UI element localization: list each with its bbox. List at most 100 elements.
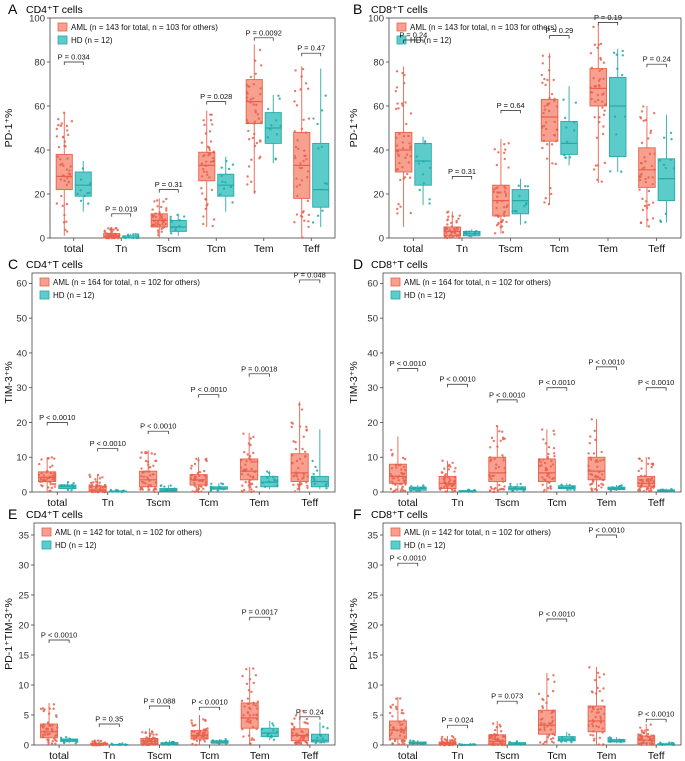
data-point [496,186,499,189]
data-point [589,458,593,461]
data-point [252,435,255,439]
data-point [671,490,674,493]
data-point [53,477,56,481]
data-point [659,219,662,222]
data-point [290,722,294,725]
pvalue-label: P = 0.24 [399,31,427,40]
data-point [304,154,307,158]
box-hd-tn [108,488,127,494]
data-point [254,72,257,75]
data-point [48,707,51,710]
data-point [587,724,590,727]
data-point [195,486,198,489]
data-point [300,127,304,131]
data-point [62,164,65,167]
data-point [41,484,44,488]
data-point [211,741,215,744]
data-point [496,445,499,448]
data-point [561,739,564,743]
data-point [290,425,293,429]
data-point [245,720,248,723]
data-point [399,205,402,208]
data-point [543,722,546,725]
data-point [302,435,305,438]
data-point [463,743,466,747]
data-point [253,460,256,464]
data-point [602,125,605,128]
data-point [87,191,91,195]
legend-label-hd: HD (n = 12) [404,291,446,300]
data-point [144,482,147,485]
data-point [622,738,625,742]
data-point [541,717,544,720]
legend-label-aml: AML (n = 143 for total, n = 103 for othe… [410,23,557,32]
data-point [298,739,301,742]
data-point [544,197,548,200]
data-point [468,743,471,747]
data-point [503,151,506,155]
data-point [488,456,492,459]
data-point [204,719,207,723]
box-body [609,76,627,158]
data-point [395,144,399,147]
data-point [142,475,146,478]
data-point [594,100,597,103]
data-point [250,690,253,694]
panel-title: CD8⁺T cells [371,259,428,271]
x-tick-label: Tn [102,497,114,509]
data-point [522,489,525,493]
data-point [408,741,412,744]
data-point [587,452,590,455]
data-point [592,730,595,733]
data-point [54,734,57,738]
data-point [395,729,399,732]
pvalue-bracket [206,101,227,105]
data-point [200,478,204,482]
pvalue-bracket [447,383,468,388]
data-point [53,457,56,460]
data-point [553,97,556,101]
data-point [316,122,319,126]
legend-swatch-aml [41,527,52,537]
data-point [489,485,493,489]
box-aml-teff [638,105,656,228]
data-point [599,717,603,720]
data-point [256,700,260,703]
data-point [320,109,324,112]
data-point [195,739,199,743]
data-point [546,78,549,82]
y-tick-label: 35 [367,530,378,541]
data-point [275,133,279,136]
pvalue-bracket [500,110,521,114]
data-point [417,162,421,165]
data-point [475,229,478,233]
data-point [189,467,193,470]
data-point [524,184,527,188]
data-point [240,699,244,703]
data-point [192,724,195,727]
data-point [136,233,140,236]
data-point [593,85,596,88]
data-point [304,131,308,134]
data-point [618,485,621,488]
pvalue-label: P < 0.0010 [489,390,525,399]
data-point [164,741,168,744]
legend-label-hd: HD (n = 12) [55,541,97,550]
data-point [109,488,113,492]
data-point [402,731,405,734]
x-tick-label: total [403,243,423,255]
x-tick-label: Tn [451,750,463,761]
data-point [47,712,51,715]
data-point [295,742,298,746]
box-aml-tscm [488,424,507,494]
data-point [63,741,66,744]
data-point [254,704,258,707]
data-point [443,476,447,480]
data-point [95,483,98,486]
data-point [252,738,256,741]
data-point [519,743,522,746]
data-point [562,98,565,101]
data-point [40,724,44,728]
data-point [638,178,642,182]
pvalue-label: P = 0.073 [491,692,523,701]
